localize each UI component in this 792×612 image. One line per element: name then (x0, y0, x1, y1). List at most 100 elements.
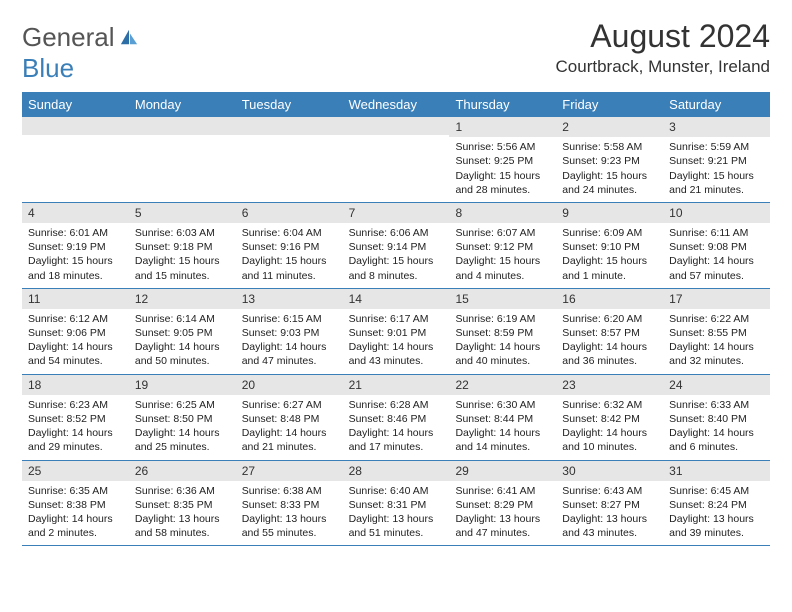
sunset-line: Sunset: 8:38 PM (28, 498, 123, 512)
logo-word-general: General (22, 22, 115, 52)
calendar-cell: 4Sunrise: 6:01 AMSunset: 9:19 PMDaylight… (22, 203, 129, 288)
sunrise-value: 6:41 AM (497, 485, 536, 497)
cell-body: Sunrise: 6:17 AMSunset: 9:01 PMDaylight:… (343, 309, 450, 374)
day-number (343, 117, 450, 135)
sunrise-line: Sunrise: 6:30 AM (455, 398, 550, 412)
calendar-page: GeneralBlue August 2024 Courtbrack, Muns… (0, 0, 792, 564)
daylight-value: 13 hours and 47 minutes. (455, 513, 540, 539)
daylight-line: Daylight: 15 hours and 11 minutes. (242, 254, 337, 282)
calendar-cell: 25Sunrise: 6:35 AMSunset: 8:38 PMDayligh… (22, 461, 129, 546)
sunset-value: 8:48 PM (280, 413, 319, 425)
calendar-cell (236, 117, 343, 202)
cell-body: Sunrise: 6:27 AMSunset: 8:48 PMDaylight:… (236, 395, 343, 460)
day-number (22, 117, 129, 135)
calendar-cell: 14Sunrise: 6:17 AMSunset: 9:01 PMDayligh… (343, 289, 450, 374)
sunset-value: 9:19 PM (67, 241, 106, 253)
sunrise-value: 6:15 AM (283, 313, 322, 325)
cell-body: Sunrise: 6:33 AMSunset: 8:40 PMDaylight:… (663, 395, 770, 460)
cell-body: Sunrise: 6:40 AMSunset: 8:31 PMDaylight:… (343, 481, 450, 546)
daylight-value: 14 hours and 29 minutes. (28, 427, 113, 453)
sunrise-line: Sunrise: 6:28 AM (349, 398, 444, 412)
sunset-line: Sunset: 9:25 PM (455, 154, 550, 168)
sunset-line: Sunset: 9:14 PM (349, 240, 444, 254)
day-number: 27 (236, 461, 343, 481)
sunset-value: 9:08 PM (708, 241, 747, 253)
sunset-value: 9:23 PM (601, 155, 640, 167)
sunset-value: 8:55 PM (708, 327, 747, 339)
daylight-line: Daylight: 13 hours and 39 minutes. (669, 512, 764, 540)
sunrise-value: 6:32 AM (604, 399, 643, 411)
daylight-value: 15 hours and 15 minutes. (135, 255, 220, 281)
cell-body: Sunrise: 6:45 AMSunset: 8:24 PMDaylight:… (663, 481, 770, 546)
sunrise-line: Sunrise: 6:20 AM (562, 312, 657, 326)
calendar-cell: 30Sunrise: 6:43 AMSunset: 8:27 PMDayligh… (556, 461, 663, 546)
day-number: 5 (129, 203, 236, 223)
sunset-value: 9:03 PM (280, 327, 319, 339)
sunrise-line: Sunrise: 6:03 AM (135, 226, 230, 240)
daylight-line: Daylight: 13 hours and 55 minutes. (242, 512, 337, 540)
cell-body: Sunrise: 6:35 AMSunset: 8:38 PMDaylight:… (22, 481, 129, 546)
sunset-line: Sunset: 9:23 PM (562, 154, 657, 168)
sunrise-value: 6:43 AM (604, 485, 643, 497)
calendar-cell: 18Sunrise: 6:23 AMSunset: 8:52 PMDayligh… (22, 375, 129, 460)
sunset-line: Sunset: 8:29 PM (455, 498, 550, 512)
daylight-line: Daylight: 15 hours and 24 minutes. (562, 169, 657, 197)
cell-body: Sunrise: 6:04 AMSunset: 9:16 PMDaylight:… (236, 223, 343, 288)
sunset-value: 8:46 PM (387, 413, 426, 425)
sunset-value: 8:42 PM (601, 413, 640, 425)
sunrise-line: Sunrise: 6:40 AM (349, 484, 444, 498)
day-header-cell: Tuesday (236, 92, 343, 117)
daylight-line: Daylight: 14 hours and 57 minutes. (669, 254, 764, 282)
sunrise-line: Sunrise: 6:17 AM (349, 312, 444, 326)
daylight-line: Daylight: 14 hours and 10 minutes. (562, 426, 657, 454)
sunrise-line: Sunrise: 6:32 AM (562, 398, 657, 412)
day-header-cell: Friday (556, 92, 663, 117)
daylight-line: Daylight: 14 hours and 21 minutes. (242, 426, 337, 454)
sunset-line: Sunset: 8:27 PM (562, 498, 657, 512)
daylight-value: 14 hours and 2 minutes. (28, 513, 113, 539)
sunrise-value: 6:33 AM (711, 399, 750, 411)
cell-body: Sunrise: 6:20 AMSunset: 8:57 PMDaylight:… (556, 309, 663, 374)
sunset-line: Sunset: 9:12 PM (455, 240, 550, 254)
cell-body: Sunrise: 5:56 AMSunset: 9:25 PMDaylight:… (449, 137, 556, 202)
sunrise-line: Sunrise: 6:04 AM (242, 226, 337, 240)
logo-word-blue: Blue (22, 53, 74, 83)
daylight-value: 14 hours and 57 minutes. (669, 255, 754, 281)
sunrise-line: Sunrise: 6:38 AM (242, 484, 337, 498)
daylight-line: Daylight: 13 hours and 43 minutes. (562, 512, 657, 540)
sunrise-line: Sunrise: 5:58 AM (562, 140, 657, 154)
sunset-line: Sunset: 8:35 PM (135, 498, 230, 512)
sunrise-value: 6:36 AM (176, 485, 215, 497)
sunrise-line: Sunrise: 6:15 AM (242, 312, 337, 326)
sunrise-value: 6:45 AM (711, 485, 750, 497)
sunrise-line: Sunrise: 6:11 AM (669, 226, 764, 240)
sunset-line: Sunset: 9:01 PM (349, 326, 444, 340)
sunrise-line: Sunrise: 5:59 AM (669, 140, 764, 154)
day-number: 16 (556, 289, 663, 309)
day-number: 15 (449, 289, 556, 309)
daylight-value: 13 hours and 43 minutes. (562, 513, 647, 539)
calendar-cell: 20Sunrise: 6:27 AMSunset: 8:48 PMDayligh… (236, 375, 343, 460)
daylight-line: Daylight: 14 hours and 14 minutes. (455, 426, 550, 454)
daylight-value: 13 hours and 58 minutes. (135, 513, 220, 539)
sail-icon (118, 22, 140, 52)
sunrise-line: Sunrise: 6:41 AM (455, 484, 550, 498)
cell-body: Sunrise: 6:36 AMSunset: 8:35 PMDaylight:… (129, 481, 236, 546)
sunrise-value: 6:23 AM (69, 399, 108, 411)
daylight-value: 14 hours and 17 minutes. (349, 427, 434, 453)
sunrise-value: 5:58 AM (604, 141, 643, 153)
sunrise-value: 6:35 AM (69, 485, 108, 497)
calendar-cell: 19Sunrise: 6:25 AMSunset: 8:50 PMDayligh… (129, 375, 236, 460)
sunrise-line: Sunrise: 6:43 AM (562, 484, 657, 498)
sunrise-line: Sunrise: 6:36 AM (135, 484, 230, 498)
daylight-line: Daylight: 14 hours and 32 minutes. (669, 340, 764, 368)
page-header: GeneralBlue August 2024 Courtbrack, Muns… (22, 18, 770, 84)
week-row: 25Sunrise: 6:35 AMSunset: 8:38 PMDayligh… (22, 461, 770, 547)
daylight-line: Daylight: 15 hours and 4 minutes. (455, 254, 550, 282)
location-label: Courtbrack, Munster, Ireland (556, 57, 770, 77)
cell-body: Sunrise: 6:15 AMSunset: 9:03 PMDaylight:… (236, 309, 343, 374)
sunrise-value: 6:28 AM (390, 399, 429, 411)
sunset-line: Sunset: 8:40 PM (669, 412, 764, 426)
sunset-line: Sunset: 8:57 PM (562, 326, 657, 340)
daylight-line: Daylight: 14 hours and 25 minutes. (135, 426, 230, 454)
